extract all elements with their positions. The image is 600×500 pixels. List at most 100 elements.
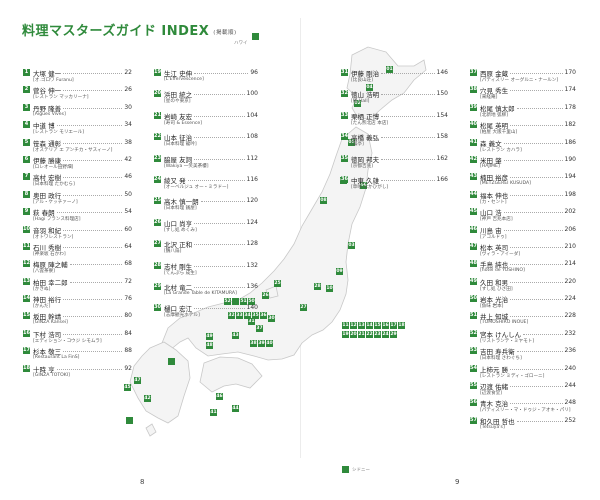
index-entry[interactable]: 18 十時 亨 [GINZA TOTOKI] 92 [23, 364, 132, 381]
index-entry[interactable]: 48 手島 純也 [hôtel de YOSHINO] 214 [470, 259, 576, 276]
index-entry[interactable]: 43 楠田 裕彦 [METZGEREI KUSUDA] 194 [470, 172, 576, 189]
map-marker-06[interactable]: 06 [360, 182, 367, 189]
map-marker-34[interactable]: 34 [244, 312, 251, 319]
index-entry[interactable]: 20 浜田 統之 [星のや東京] 100 [154, 89, 258, 110]
index-entry[interactable]: 15 坂田 幹靖 [GINZA Kansei] 80 [23, 311, 132, 328]
map-marker-23[interactable]: 23 [374, 331, 381, 338]
index-entry[interactable]: 6 伊藤 勝康 [ロレオール田野畑] 42 [23, 155, 132, 172]
map-marker-37[interactable]: 37 [256, 325, 263, 332]
map-marker-16[interactable]: 16 [382, 322, 389, 329]
map-marker-12[interactable]: 12 [350, 322, 357, 329]
index-entry[interactable]: 44 福本 伸也 [カ・セント] 198 [470, 190, 576, 207]
index-entry[interactable]: 40 松尾 英明 [柏屋 大阪千里山] 182 [470, 120, 576, 137]
index-entry[interactable]: 39 松尾 慎太郎 [北新地 弧柳] 178 [470, 103, 576, 120]
map-marker-22[interactable]: 22 [366, 331, 373, 338]
index-entry[interactable]: 8 奥田 政行 [アル・ケッチァーノ] 50 [23, 190, 132, 207]
index-entry[interactable]: 35 徳岡 邦夫 [京都吉兆] 162 [341, 154, 448, 175]
map-marker-50[interactable]: 50 [248, 298, 255, 305]
map-marker-47[interactable]: 47 [134, 377, 141, 384]
index-entry[interactable]: 10 音羽 和紀 [オトワレストラン] 60 [23, 225, 132, 242]
index-entry[interactable]: 26 山口 尚亨 [すし処 めくみ] 124 [154, 218, 258, 239]
index-entry[interactable]: 14 神田 裕行 [かんだ] 76 [23, 294, 132, 311]
map-marker-40[interactable]: 40 [266, 340, 273, 347]
index-entry[interactable]: 36 中東 久雄 [草喰 なかひがし] 166 [341, 175, 448, 196]
map-marker-17[interactable]: 17 [390, 322, 397, 329]
map-marker-04[interactable]: 04 [366, 84, 373, 91]
map-marker-18[interactable]: 18 [398, 322, 405, 329]
index-entry[interactable]: 29 北村 竜二 [La Grande Table de KITAMURA] 136 [154, 282, 258, 303]
index-entry[interactable]: 52 宮本 けんしん [リストランテ・ミヤモト] 232 [470, 329, 576, 346]
index-entry[interactable]: 57 和久田 哲也 [Tetsuya's] 252 [470, 416, 576, 433]
index-entry[interactable]: 23 脇屋 友詞 [Wakiya 一笑美茶樓] 112 [154, 154, 258, 175]
map-marker-01[interactable]: 01 [386, 66, 393, 73]
map-marker-57[interactable] [342, 466, 349, 473]
map-marker-15[interactable]: 15 [374, 322, 381, 329]
index-entry[interactable]: 3 丹野 隆善 [Aigues Vives] 30 [23, 103, 132, 120]
map-marker-45[interactable]: 45 [124, 384, 131, 391]
map-marker-43[interactable]: 43 [232, 332, 239, 339]
map-marker-31[interactable]: 31 [248, 318, 255, 325]
map-marker-08[interactable]: 08 [320, 197, 327, 204]
index-entry[interactable]: 27 北沢 正和 [鶴八扇] 128 [154, 239, 258, 260]
index-entry[interactable]: 13 柏田 幸二郎 [かきぬ] 72 [23, 277, 132, 294]
map-marker-52[interactable]: 52 [224, 298, 231, 305]
map-marker-55[interactable] [126, 417, 133, 424]
map-marker-30[interactable]: 30 [268, 315, 275, 322]
index-entry[interactable]: 49 久田 和男 [すし処 ひさ田] 220 [470, 277, 576, 294]
index-entry[interactable]: 50 岩本 光治 [魚味 岩本] 224 [470, 294, 576, 311]
index-entry[interactable]: 2 菅谷 伸一 [レストラン マッカリーナ] 26 [23, 85, 132, 102]
index-entry[interactable]: 37 西原 金蔵 [パティスリー オーグルニ・ナールン] 170 [470, 68, 576, 85]
map-marker-09[interactable]: 09 [336, 268, 343, 275]
index-entry[interactable]: 17 杉本 敬三 [Restaurant La FinS] 88 [23, 346, 132, 363]
map-marker-02[interactable]: 02 [354, 100, 361, 107]
index-entry[interactable]: 22 山本 征治 [日本料理 龍吟] 108 [154, 132, 258, 153]
index-entry[interactable]: 12 梅原 陣之輔 [八雲茶寮] 68 [23, 259, 132, 276]
index-entry[interactable]: 25 高木 慎一朗 [日本料理 銭屋] 120 [154, 196, 258, 217]
index-entry[interactable]: 47 松本 英司 [ヴィラ・アイーダ] 210 [470, 242, 576, 259]
map-marker-05[interactable]: 05 [348, 139, 355, 146]
map-marker-11[interactable]: 11 [342, 322, 349, 329]
map-marker-33[interactable]: 33 [236, 312, 243, 319]
map-marker-51[interactable]: 51 [240, 298, 247, 305]
index-entry[interactable]: 54 上柿元 勝 [レストラン ミディ・ゴローニ] 240 [470, 364, 576, 381]
index-entry[interactable]: 42 米田 肇 [HAJIME] 190 [470, 155, 576, 172]
map-marker-35[interactable]: 35 [252, 312, 259, 319]
map-marker-28[interactable]: 28 [314, 283, 321, 290]
map-marker-19[interactable]: 19 [342, 331, 349, 338]
map-marker-20[interactable]: 20 [350, 331, 357, 338]
map-marker-26[interactable]: 26 [262, 292, 269, 299]
index-entry[interactable]: 51 井上 知城 [TOMOSHIRO INOUE] 228 [470, 311, 576, 328]
map-marker-29[interactable]: 29 [390, 331, 397, 338]
index-entry[interactable]: 56 青木 克治 [パティスリー・マ・ドゥジ・アオキ・パリ] 248 [470, 398, 576, 415]
map-marker-27[interactable]: 27 [300, 304, 307, 311]
map-marker-21[interactable]: 21 [358, 331, 365, 338]
index-entry[interactable]: 7 高村 宏樹 [日本料理 たかむら] 46 [23, 172, 132, 189]
index-entry[interactable]: 5 笹森 通彰 [オステリア エ アンチカ・サスィーノ] 38 [23, 138, 132, 155]
map-marker-54[interactable] [168, 358, 175, 365]
map-marker-42[interactable]: 42 [144, 395, 151, 402]
index-entry[interactable]: 41 森 義文 [レストラン カハラ] 186 [470, 138, 576, 155]
map-marker-38[interactable]: 38 [250, 340, 257, 347]
map-marker-53[interactable] [232, 298, 239, 305]
index-entry[interactable]: 34 高橋 義弘 [瓢亭] 158 [341, 132, 448, 153]
index-entry[interactable]: 53 吉田 寿兵衛 [日本料理 さわぐち] 236 [470, 346, 576, 363]
index-entry[interactable]: 16 下村 浩司 [エディション・コウジ シモムラ] 84 [23, 329, 132, 346]
index-entry[interactable]: 45 山口 浩 [神戸 吉兆本店] 202 [470, 207, 576, 224]
index-entry[interactable]: 1 大塚 健一 [オ.ゴロワ Furanu] 22 [23, 68, 132, 85]
map-marker-44[interactable]: 44 [232, 405, 239, 412]
index-entry[interactable]: 38 穴見 秀生 [来経庵] 174 [470, 85, 576, 102]
map-marker-48[interactable]: 48 [206, 342, 213, 349]
index-entry[interactable]: 30 樋口 宏江 [志摩観光ホテル] 140 [154, 303, 258, 324]
map-marker-13[interactable]: 13 [358, 322, 365, 329]
map-marker-46[interactable]: 46 [216, 393, 223, 400]
map-marker-24[interactable]: 24 [382, 331, 389, 338]
index-entry[interactable]: 55 辺渡 佑緒 [辺渡食堂] 244 [470, 381, 576, 398]
index-entry[interactable]: 19 生江 史伸 [L'Effervescence] 96 [154, 68, 258, 89]
map-marker-14[interactable]: 14 [366, 322, 373, 329]
index-entry[interactable]: 31 伊藤 剛治 [比良山荘] 146 [341, 68, 448, 89]
map-marker-32[interactable]: 32 [228, 312, 235, 319]
map-marker-56[interactable] [252, 33, 259, 40]
index-entry[interactable]: 33 栗栖 正博 [たん熊北店 本店] 154 [341, 111, 448, 132]
index-entry[interactable]: 11 石川 秀樹 [神楽坂 石かわ] 64 [23, 242, 132, 259]
